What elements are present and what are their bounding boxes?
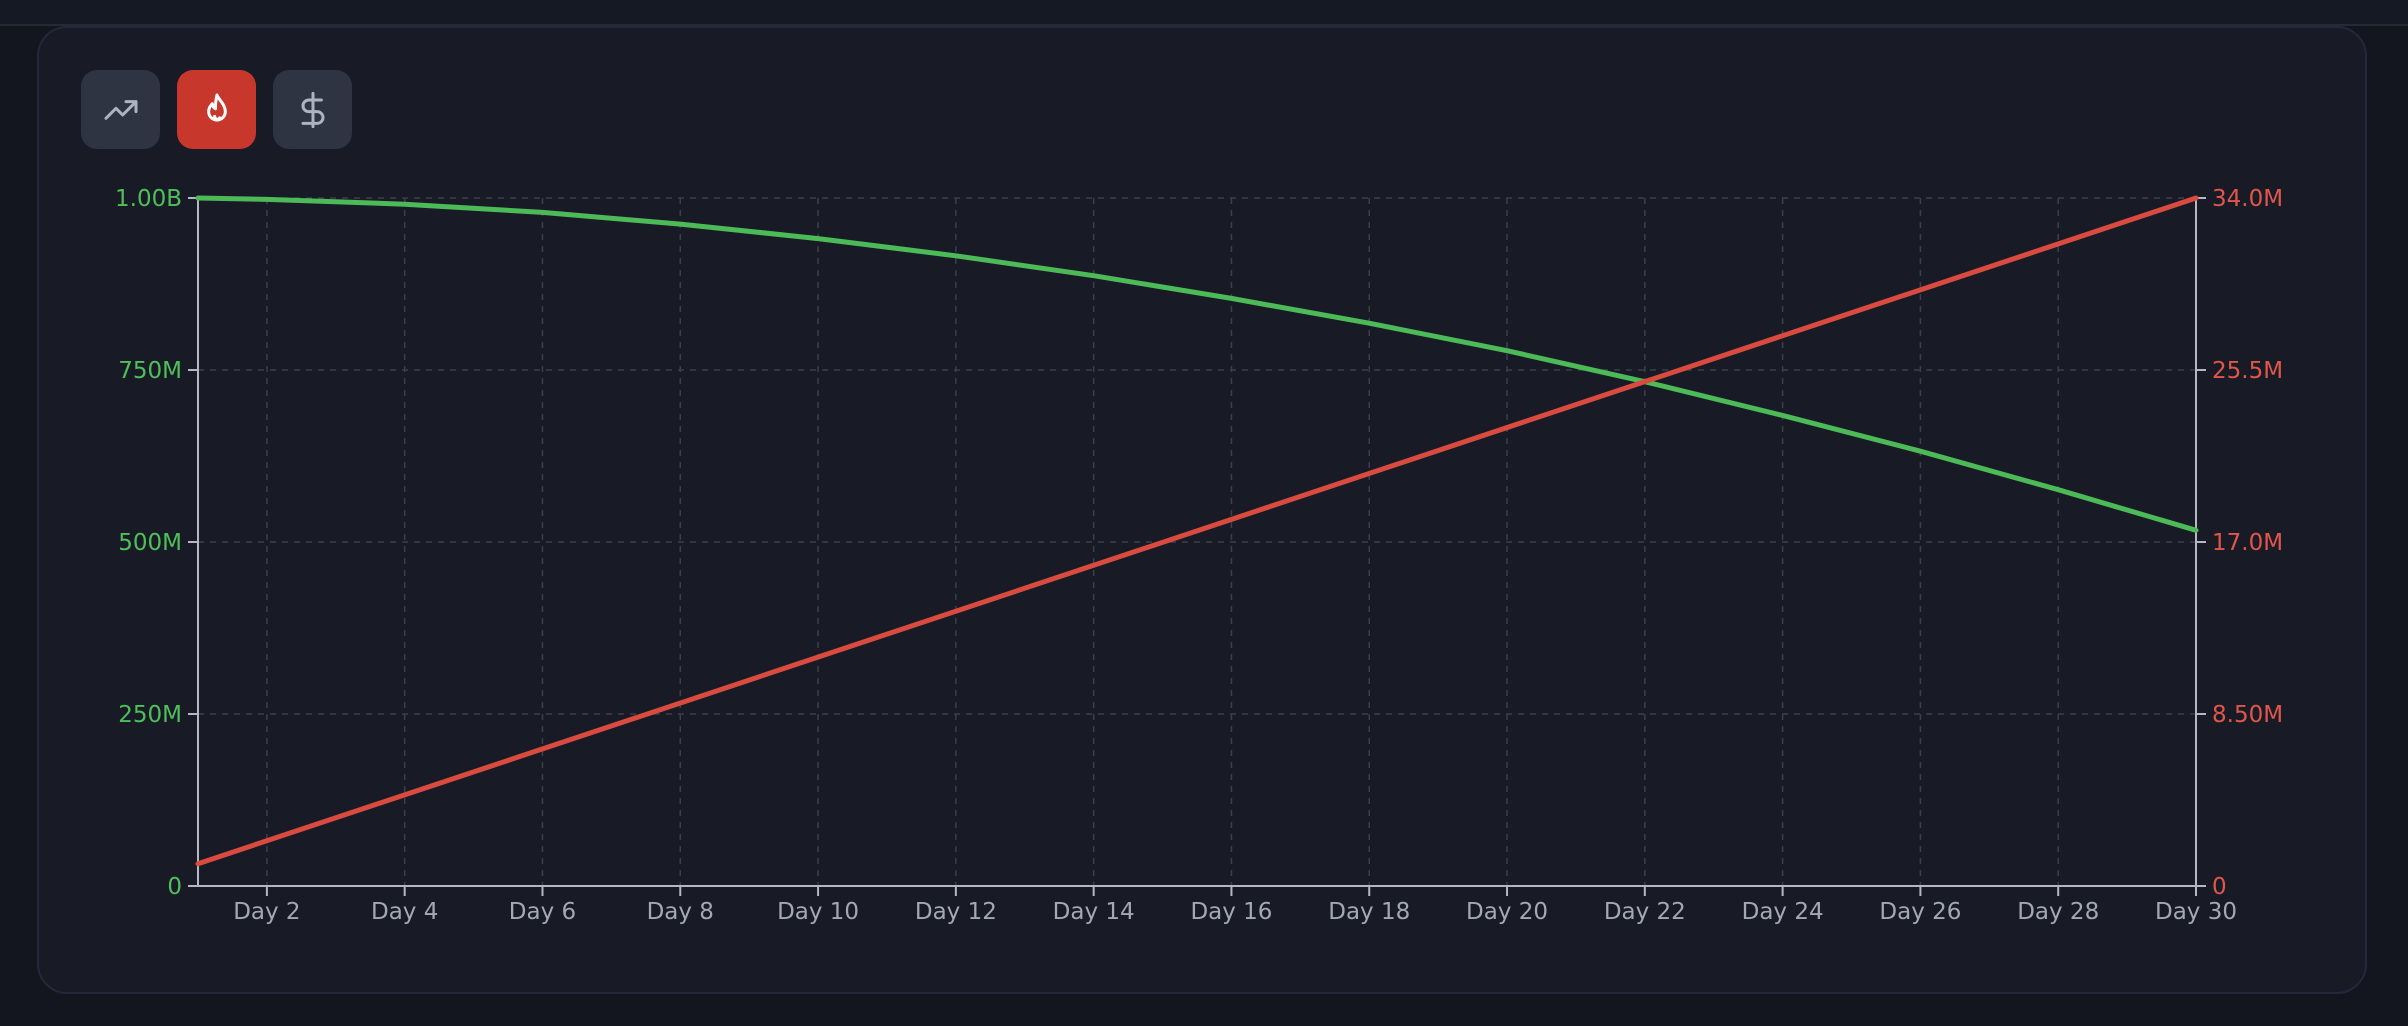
chart-card <box>37 26 2367 994</box>
burn-view-button[interactable] <box>177 70 256 149</box>
chart-toolbar <box>81 70 352 149</box>
flame-icon <box>206 93 227 121</box>
trend-up-icon <box>104 99 137 120</box>
dollar-icon <box>301 91 324 128</box>
trend-view-button[interactable] <box>81 70 160 149</box>
top-strip <box>0 0 2408 26</box>
revenue-view-button[interactable] <box>273 70 352 149</box>
